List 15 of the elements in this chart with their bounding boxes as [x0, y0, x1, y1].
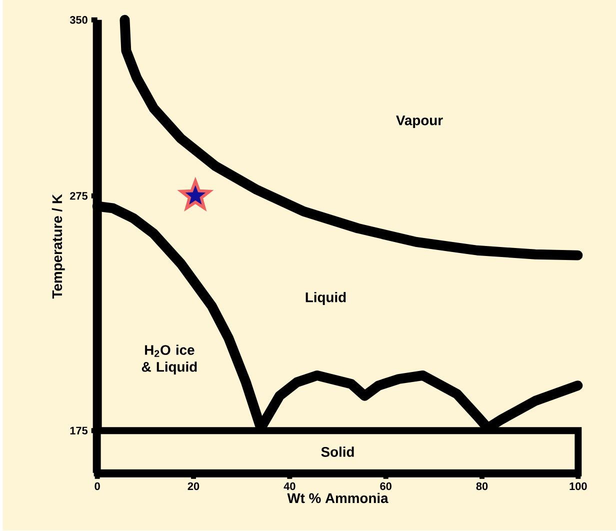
annotation: H$_{2}$O ice & Liquid: [142, 344, 197, 375]
x-axis-title: Wt % Ammonia: [287, 493, 388, 504]
x-tick-label: 80: [476, 482, 488, 490]
y-tick-label: 175: [70, 427, 88, 435]
x-tick-label: 40: [284, 482, 296, 490]
y-axis-title: Temperature / K: [52, 194, 65, 299]
band-label: Solid: [321, 446, 354, 458]
annotation: Liquid: [306, 292, 346, 306]
annotation: Vapour: [396, 116, 443, 128]
y-tick-label: 275: [70, 192, 88, 200]
x-tick-label: 0: [94, 482, 100, 490]
y-tick-label: 350: [70, 16, 88, 24]
x-tick-label: 60: [380, 482, 392, 490]
x-tick-label: 100: [570, 482, 587, 490]
x-tick-label: 20: [188, 482, 200, 490]
